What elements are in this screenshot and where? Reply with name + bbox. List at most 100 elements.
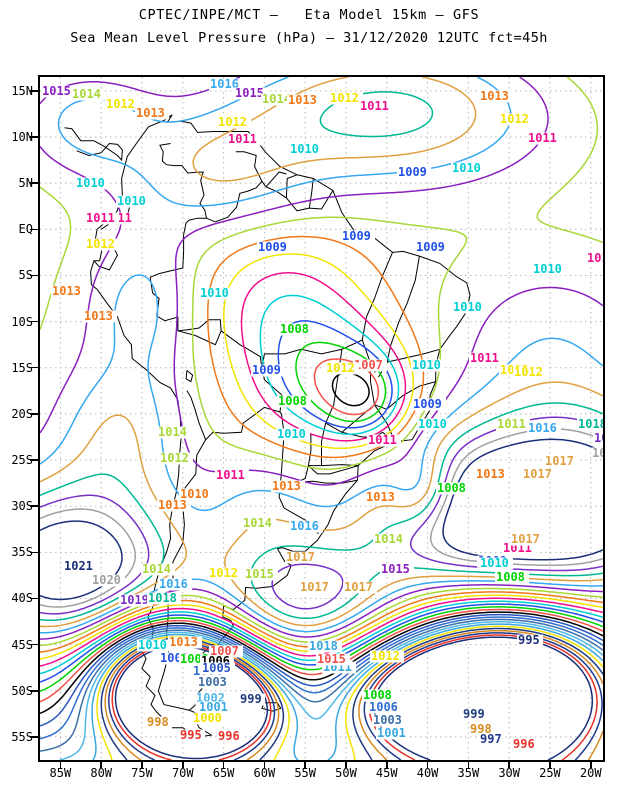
isobar-label-backing xyxy=(365,491,399,504)
isobar-label: 1011 xyxy=(497,417,526,431)
isobar-label: 1020 xyxy=(92,573,121,587)
isobar-label: 998 xyxy=(470,722,492,736)
isobar-1020 xyxy=(40,508,136,608)
isobar-label: 1013 xyxy=(476,467,505,481)
isobar-label: 1017 xyxy=(545,454,574,468)
isobar-label-backing xyxy=(85,238,119,251)
isobar-label-backing xyxy=(411,359,445,372)
isobar-label-backing xyxy=(469,352,503,365)
isobar-label-backing xyxy=(577,418,603,431)
isobar-label: 1019 xyxy=(120,593,149,607)
isobar-label-backing xyxy=(116,195,150,208)
isobar-label: 1017 xyxy=(511,532,540,546)
isobar-label-backing xyxy=(370,650,404,663)
isobar-label-backing xyxy=(359,100,393,113)
isobar-label-backing xyxy=(137,639,171,652)
isobar-1004 xyxy=(40,616,603,740)
x-tick-label: 45W xyxy=(375,766,398,780)
isobar-label-backing xyxy=(495,571,529,584)
x-tick-label: 60W xyxy=(253,766,276,780)
isobar-label: 1011 xyxy=(528,131,557,145)
isobar-label: 1010 xyxy=(412,358,441,372)
isobar-label-backing xyxy=(367,434,401,447)
isobar-label-backing xyxy=(208,567,242,580)
isobar-label: 1003 xyxy=(198,675,227,689)
isobar-label-backing xyxy=(251,364,285,377)
isobar-label: 1010 xyxy=(290,142,319,156)
y-tick-mark xyxy=(30,551,38,554)
isobar-label-backing xyxy=(239,693,265,706)
y-tick-label: 55S xyxy=(11,729,33,744)
x-tick-label: 20W xyxy=(579,766,602,780)
isobar-1005 xyxy=(40,613,603,727)
y-tick-mark xyxy=(30,274,38,277)
isobar-label: 1015 xyxy=(42,84,71,98)
isobar-label: 1010 xyxy=(418,417,447,431)
isobar-label-backing xyxy=(215,469,249,482)
isobar-label: 1015 xyxy=(381,562,410,576)
coastline-path xyxy=(296,479,358,484)
isobar-label-backing xyxy=(499,113,533,126)
isobar-label-backing xyxy=(261,93,295,106)
isobar-label-backing xyxy=(179,729,205,742)
coastline-path xyxy=(374,381,436,410)
coastline-path xyxy=(361,252,396,442)
isobar-label-backing xyxy=(479,557,513,570)
isobar-label-backing xyxy=(289,520,323,533)
y-tick-mark xyxy=(30,690,38,692)
isobar-label-backing xyxy=(85,212,119,225)
isobar-label-backing xyxy=(362,689,396,702)
isobar-label: 1014 xyxy=(374,532,403,546)
isobar-label: 1010 xyxy=(200,286,229,300)
isobar-label-backing xyxy=(197,676,231,689)
isobar-label: 1009 xyxy=(342,229,371,243)
isobar-label-backing xyxy=(158,578,192,591)
y-tick-mark xyxy=(30,136,38,138)
isobar-label-backing xyxy=(257,241,291,254)
isobar-1009 xyxy=(40,603,603,683)
x-tick-label: 85W xyxy=(49,766,72,780)
isobar-1018 xyxy=(40,473,165,622)
x-tick-mark xyxy=(141,762,143,768)
y-tick-label: 35S xyxy=(11,545,33,560)
x-tick-label: 40W xyxy=(416,766,439,780)
isobar-label-backing xyxy=(217,730,243,743)
isobar-label-backing xyxy=(147,592,181,605)
isobar-label: 1015 xyxy=(317,652,346,666)
isobar-label: 1014 xyxy=(142,562,171,576)
isobar-label-backing xyxy=(415,241,449,254)
isobar-label: 1012 xyxy=(371,649,400,663)
isobar-label: 1008 xyxy=(496,570,525,584)
isobar-label: 1011 xyxy=(228,132,257,146)
isobar-label: 1010 xyxy=(180,487,209,501)
isobar-1001 xyxy=(327,623,603,760)
isobar-label: 1015 xyxy=(245,567,274,581)
isobar-label: 1014 xyxy=(72,87,101,101)
x-tick-mark xyxy=(100,762,102,768)
isobar-1008 xyxy=(40,606,603,692)
coastline-path xyxy=(308,465,359,475)
isobar-label: 1011 xyxy=(587,251,603,265)
isobar-label: 1011 xyxy=(86,211,115,225)
isobar-label-backing xyxy=(451,162,485,175)
y-tick-label: 40S xyxy=(11,591,33,606)
isobar-1015 xyxy=(40,584,603,640)
coastline-path xyxy=(261,702,282,712)
x-tick-label: 80W xyxy=(90,766,113,780)
isobar-1017 xyxy=(40,414,188,628)
isobar-label-backing xyxy=(373,533,407,546)
coastline-path xyxy=(285,174,298,198)
isobar-label: 1009 xyxy=(258,240,287,254)
isobar-1014 xyxy=(40,587,603,647)
isobar-label: 1016 xyxy=(290,519,319,533)
isobar-label: 1013 xyxy=(84,309,113,323)
isobar-label-backing xyxy=(287,94,321,107)
x-tick-mark xyxy=(59,762,62,768)
isobar-label: 1017 xyxy=(344,580,373,594)
isobar-label: 1011 xyxy=(470,351,499,365)
x-tick-label: 65W xyxy=(212,766,235,780)
isobar-label-backing xyxy=(271,480,305,493)
isobar-label: 1009 xyxy=(416,240,445,254)
y-tick-mark xyxy=(30,320,38,323)
x-tick-mark xyxy=(345,762,347,768)
